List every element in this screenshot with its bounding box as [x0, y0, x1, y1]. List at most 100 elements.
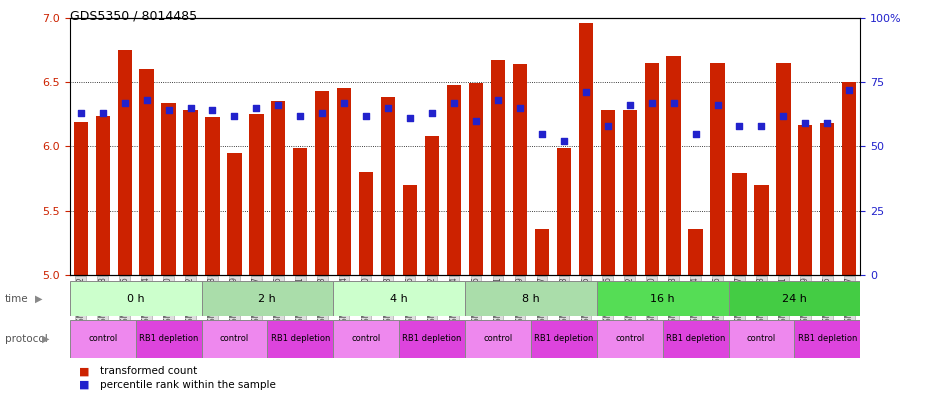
Bar: [597, 320, 662, 358]
Point: [446, 99, 461, 106]
Text: 2 h: 2 h: [259, 294, 276, 304]
Point: [249, 105, 264, 111]
Bar: [512, 64, 527, 275]
Bar: [597, 281, 728, 316]
Bar: [333, 320, 399, 358]
Bar: [465, 281, 597, 316]
Point: [622, 102, 637, 108]
Text: ▶: ▶: [35, 294, 43, 304]
Point: [600, 123, 615, 129]
Bar: [293, 148, 308, 275]
Point: [161, 107, 176, 114]
Bar: [136, 320, 202, 358]
Point: [754, 123, 769, 129]
Bar: [140, 69, 153, 275]
Text: control: control: [88, 334, 117, 343]
Bar: [667, 56, 681, 275]
Text: 0 h: 0 h: [126, 294, 144, 304]
Bar: [70, 320, 136, 358]
Text: transformed count: transformed count: [100, 366, 197, 376]
Bar: [447, 84, 461, 275]
Text: control: control: [484, 334, 512, 343]
Bar: [425, 136, 439, 275]
Bar: [96, 116, 110, 275]
Text: 16 h: 16 h: [650, 294, 675, 304]
Bar: [644, 63, 658, 275]
Point: [73, 110, 88, 116]
Text: RB1 depletion: RB1 depletion: [403, 334, 462, 343]
Bar: [183, 110, 198, 275]
Bar: [711, 63, 724, 275]
Point: [842, 86, 857, 93]
Text: ■: ■: [79, 380, 89, 390]
Point: [798, 120, 813, 127]
Bar: [73, 122, 87, 275]
Point: [271, 102, 286, 108]
Bar: [202, 320, 267, 358]
Bar: [794, 320, 860, 358]
Point: [469, 118, 484, 124]
Bar: [272, 101, 286, 275]
Point: [578, 89, 593, 95]
Bar: [732, 173, 747, 275]
Bar: [267, 320, 333, 358]
Bar: [333, 281, 465, 316]
Text: 4 h: 4 h: [391, 294, 408, 304]
Point: [688, 130, 703, 137]
Text: RB1 depletion: RB1 depletion: [534, 334, 593, 343]
Text: control: control: [747, 334, 776, 343]
Text: RB1 depletion: RB1 depletion: [271, 334, 330, 343]
Bar: [162, 103, 176, 275]
Point: [535, 130, 550, 137]
Point: [359, 112, 374, 119]
Bar: [206, 117, 219, 275]
Bar: [601, 110, 615, 275]
Bar: [469, 83, 483, 275]
Bar: [557, 148, 571, 275]
Bar: [728, 281, 860, 316]
Bar: [820, 123, 834, 275]
Point: [490, 97, 505, 103]
Point: [556, 138, 571, 144]
Point: [512, 105, 527, 111]
Text: RB1 depletion: RB1 depletion: [798, 334, 857, 343]
Point: [425, 110, 440, 116]
Bar: [403, 185, 418, 275]
Bar: [359, 172, 373, 275]
Bar: [381, 97, 395, 275]
Point: [380, 105, 395, 111]
Bar: [531, 320, 597, 358]
Bar: [491, 60, 505, 275]
Point: [117, 99, 132, 106]
Text: control: control: [615, 334, 644, 343]
Bar: [688, 229, 703, 275]
Text: control: control: [352, 334, 380, 343]
Bar: [70, 281, 202, 316]
Text: 8 h: 8 h: [522, 294, 539, 304]
Point: [183, 105, 198, 111]
Bar: [117, 50, 132, 275]
Point: [711, 102, 725, 108]
Point: [95, 110, 110, 116]
Text: ■: ■: [79, 366, 89, 376]
Point: [732, 123, 747, 129]
Point: [227, 112, 242, 119]
Bar: [337, 88, 352, 275]
Text: protocol: protocol: [5, 334, 47, 344]
Point: [403, 115, 418, 121]
Bar: [315, 91, 329, 275]
Bar: [202, 281, 333, 316]
Text: ▶: ▶: [42, 334, 49, 344]
Point: [666, 99, 681, 106]
Bar: [535, 229, 549, 275]
Text: control: control: [219, 334, 249, 343]
Text: time: time: [5, 294, 28, 304]
Bar: [754, 185, 768, 275]
Bar: [662, 320, 728, 358]
Bar: [843, 82, 857, 275]
Bar: [399, 320, 465, 358]
Point: [205, 107, 219, 114]
Bar: [249, 114, 263, 275]
Bar: [798, 125, 813, 275]
Bar: [728, 320, 794, 358]
